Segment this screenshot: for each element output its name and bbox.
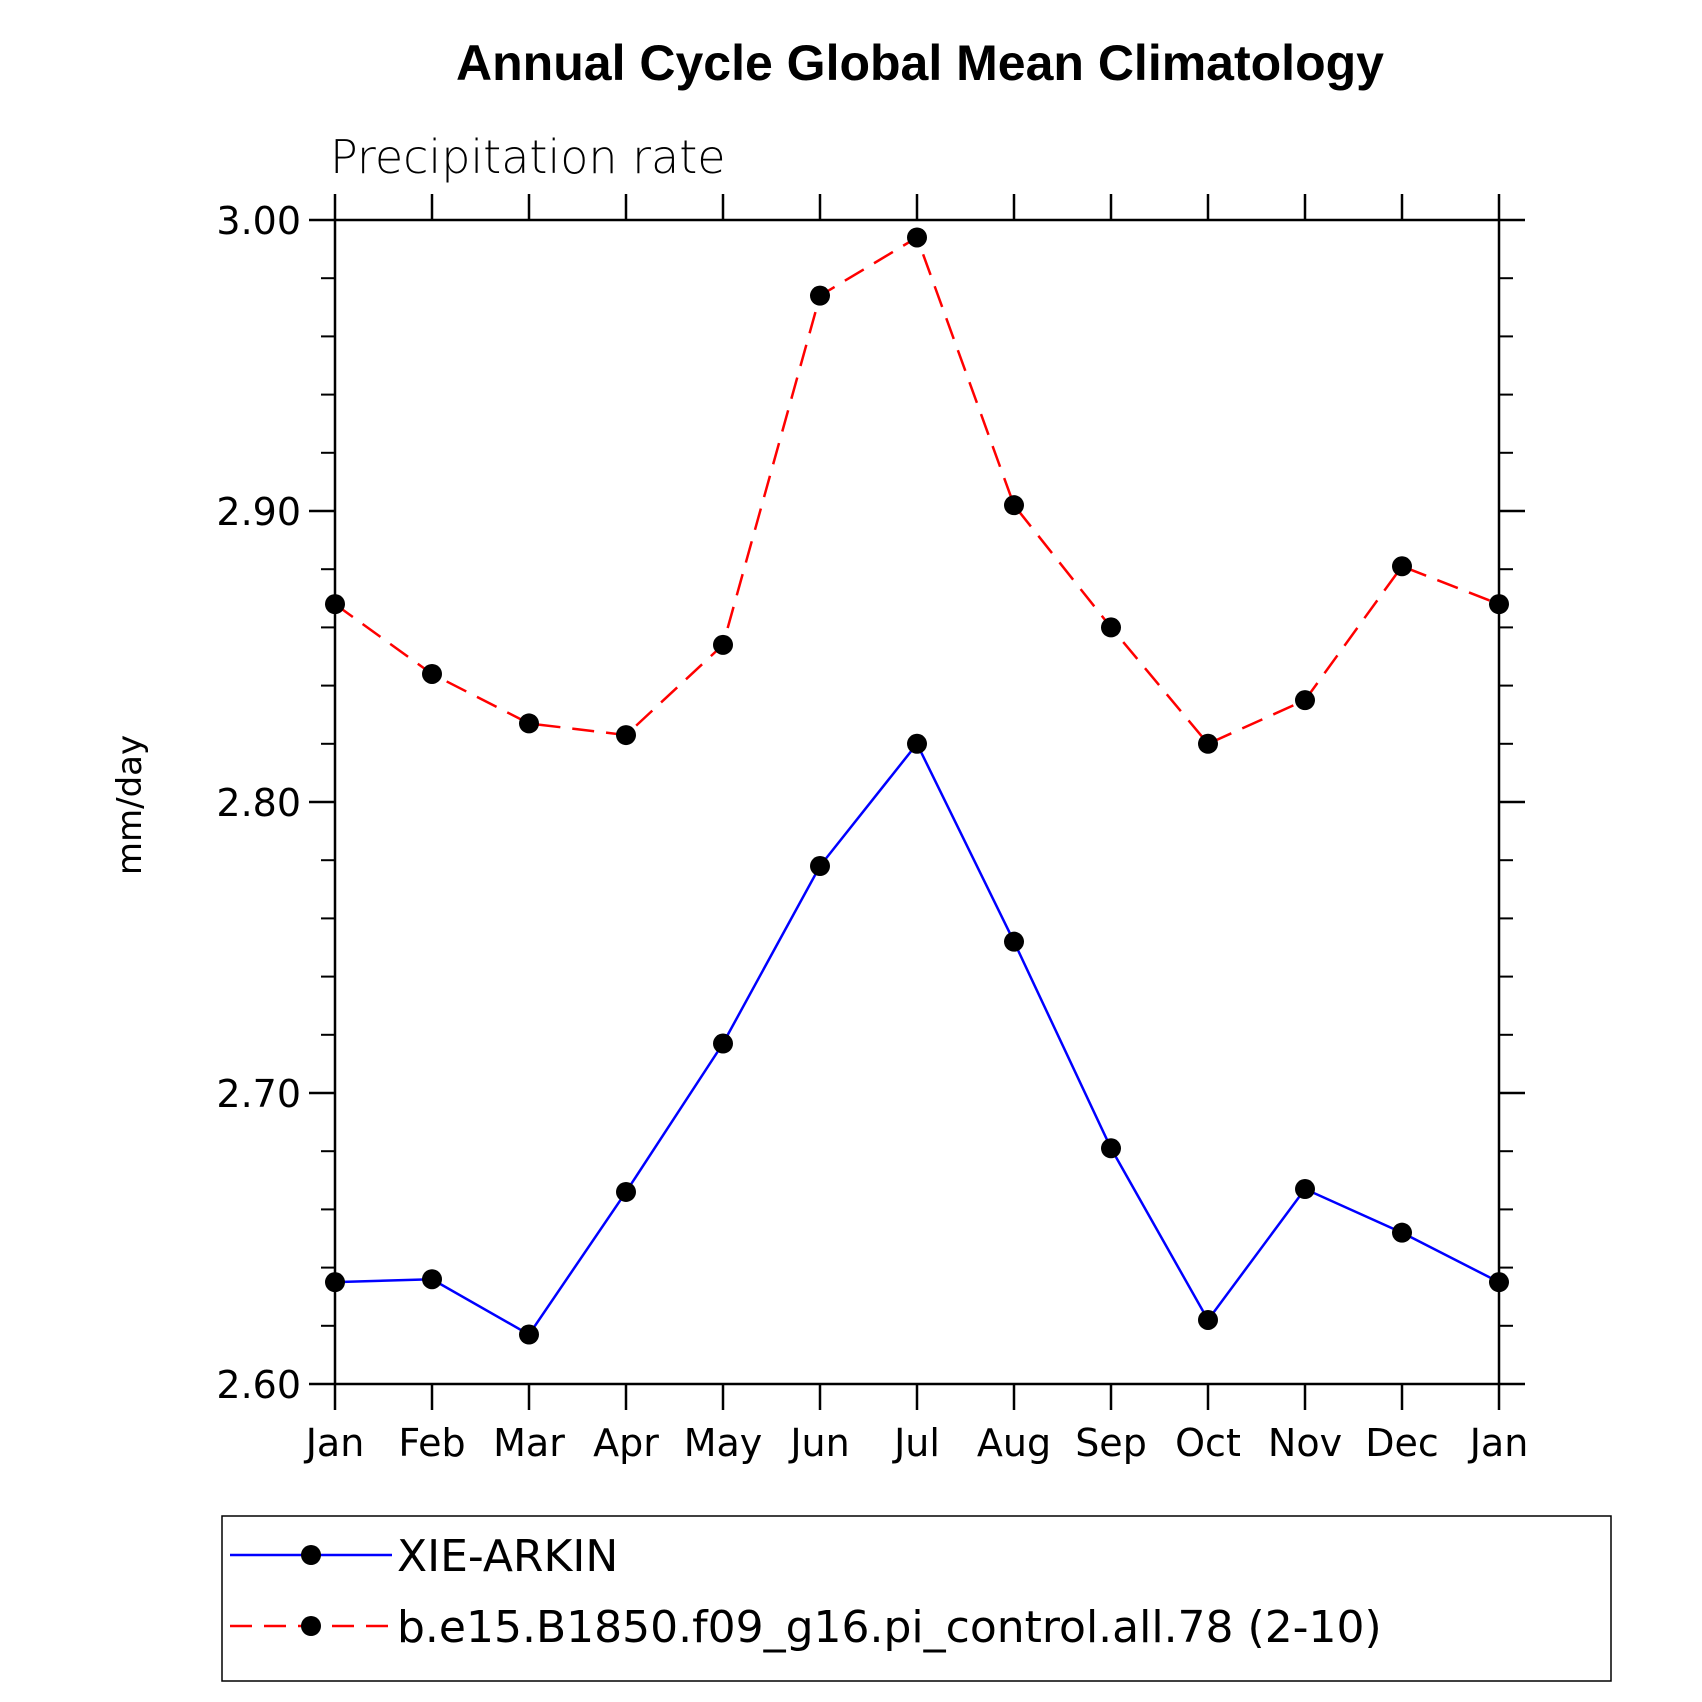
x-tick-label: Feb: [398, 1421, 465, 1465]
data-point: [713, 1033, 733, 1054]
legend-label-2: b.e15.B1850.f09_g16.pi_control.all.78 (2…: [397, 1602, 1382, 1653]
data-point: [810, 285, 830, 306]
y-tick-label: 2.70: [216, 1072, 301, 1116]
legend-marker-2: [301, 1616, 321, 1636]
series-line-2: [334, 235, 1500, 746]
data-point: [1101, 1138, 1121, 1159]
x-tick-label: Jan: [304, 1421, 365, 1465]
x-tick-label: Mar: [493, 1421, 565, 1465]
data-point: [519, 1324, 539, 1345]
data-point: [810, 856, 830, 877]
plot-frame: [333, 218, 1501, 1386]
legend: XIE-ARKIN b.e15.B1850.f09_g16.pi_control.…: [221, 1515, 1612, 1682]
data-point: [422, 1269, 442, 1290]
data-point: [1295, 1179, 1315, 1200]
data-point: [907, 733, 927, 754]
x-tick-label: Oct: [1175, 1421, 1241, 1465]
data-point: [1295, 690, 1315, 711]
data-point: [616, 725, 636, 746]
x-tick-label: May: [684, 1421, 763, 1465]
data-point: [616, 1181, 636, 1202]
axes: Jan Feb Mar Apr May Jun Jul Aug Sep Oct Nov Dec Jan2…: [216, 194, 1528, 1465]
x-tick-label: Aug: [977, 1421, 1051, 1465]
data-point: [1101, 617, 1121, 638]
x-tick-label: Dec: [1365, 1421, 1439, 1465]
data-point: [422, 663, 442, 684]
x-tick-label: Apr: [593, 1421, 659, 1465]
x-tick-label: Nov: [1268, 1421, 1342, 1465]
data-point: [519, 713, 539, 734]
y-tick-label: 2.90: [216, 490, 301, 534]
x-tick-label: Jun: [788, 1421, 849, 1465]
data-point: [1004, 495, 1024, 516]
data-point: [1004, 931, 1024, 952]
series-line-1: [334, 741, 1500, 1337]
data-point: [1392, 1222, 1412, 1243]
x-tick-label: Jul: [892, 1421, 940, 1465]
y-axis-title: mm/day: [110, 735, 150, 875]
chart-subtitle: Precipitation rate: [330, 130, 726, 184]
legend-marker-1: [301, 1545, 321, 1565]
data-point: [907, 227, 927, 248]
x-tick-label: Jan: [1468, 1421, 1529, 1465]
y-tick-label: 2.60: [216, 1363, 301, 1407]
series-layer: [325, 227, 1509, 1345]
data-point: [1198, 733, 1218, 754]
x-tick-label: Sep: [1075, 1421, 1147, 1465]
data-point: [1392, 556, 1412, 577]
data-point: [713, 634, 733, 655]
y-tick-label: 2.80: [216, 781, 301, 825]
chart-title: Annual Cycle Global Mean Climatology: [456, 35, 1384, 91]
y-tick-label: 3.00: [216, 199, 301, 243]
data-point: [1198, 1309, 1218, 1330]
legend-box: [221, 1515, 1612, 1682]
legend-label-1: XIE-ARKIN: [397, 1531, 618, 1582]
